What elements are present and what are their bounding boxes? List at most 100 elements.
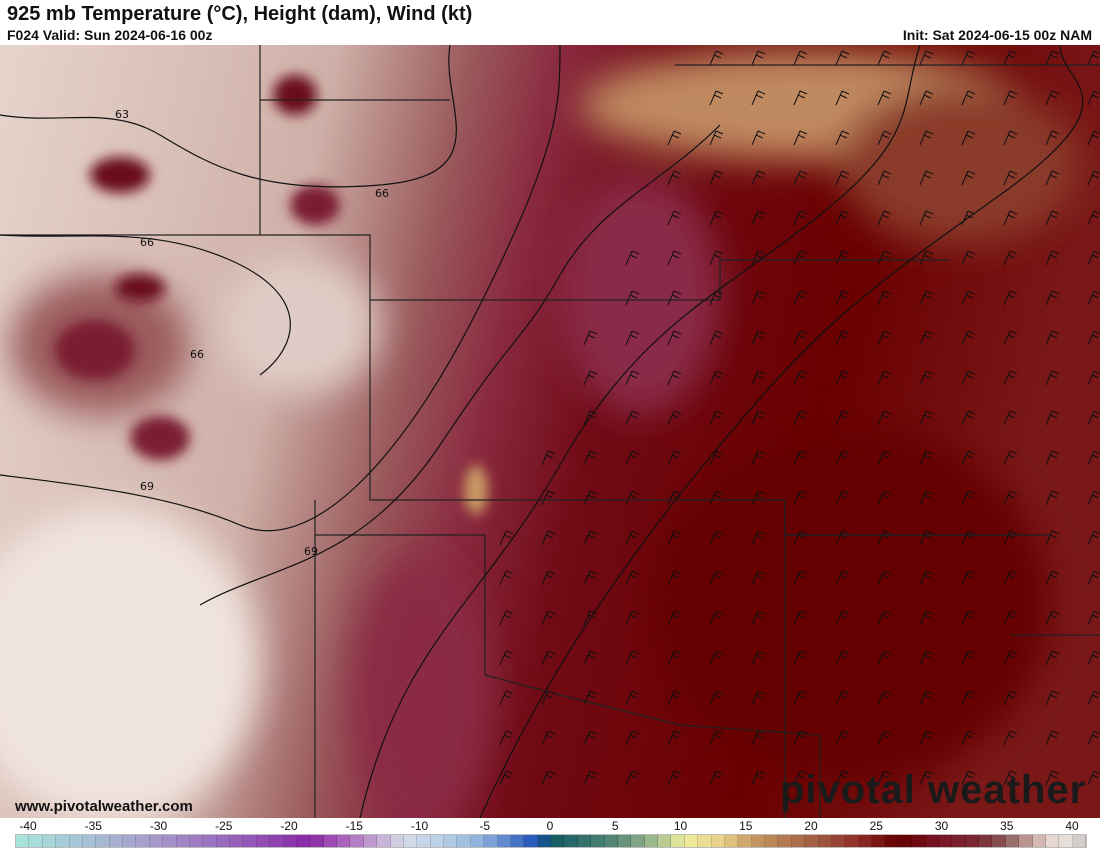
contour-label: 66: [375, 187, 389, 200]
wind-barb: [919, 370, 934, 386]
colorbar-cell: [684, 835, 699, 847]
wind-barb: [709, 130, 724, 146]
wind-barb: [877, 410, 892, 426]
wind-barb: [583, 730, 598, 746]
wind-barb: [583, 450, 598, 466]
wind-barb: [793, 770, 808, 786]
wind-barb: [793, 610, 808, 626]
colorbar-tick: -25: [215, 819, 233, 833]
wind-barb: [751, 570, 766, 586]
wind-barb: [625, 410, 640, 426]
wind-barb: [877, 370, 892, 386]
colorbar-cell: [310, 835, 324, 847]
wind-barb: [709, 730, 724, 746]
wind-barb: [961, 330, 976, 346]
wind-barb: [1045, 330, 1060, 346]
colorbar-cell: [564, 835, 578, 847]
wind-barb: [751, 650, 766, 666]
wind-barb: [1003, 570, 1018, 586]
wind-barb: [877, 170, 892, 186]
wind-barb: [877, 50, 892, 66]
colorbar-tick: -35: [84, 819, 102, 833]
wind-barb: [751, 210, 766, 226]
wind-barb: [919, 690, 934, 706]
wind-barb: [667, 330, 682, 346]
wind-barb: [667, 730, 682, 746]
wind-barb: [961, 490, 976, 506]
wind-barb: [667, 690, 682, 706]
wind-barb: [793, 130, 808, 146]
wind-barb: [709, 570, 724, 586]
wind-barb: [709, 50, 724, 66]
colorbar-cell: [243, 835, 257, 847]
wind-barb: [1003, 410, 1018, 426]
wind-barb: [793, 690, 808, 706]
colorbar-cell: [872, 835, 886, 847]
wind-barb: [919, 290, 934, 306]
wind-barb: [667, 650, 682, 666]
temperature-map: 63 66 66 66 69 69: [0, 45, 1100, 818]
wind-barb: [835, 650, 850, 666]
wind-barb: [1045, 610, 1060, 626]
colorbar-cell: [938, 835, 953, 847]
wind-barb: [1003, 330, 1018, 346]
wind-barb: [625, 570, 640, 586]
colorbar-cell: [617, 835, 632, 847]
wind-barb: [625, 650, 640, 666]
colorbar-cell: [898, 835, 913, 847]
wind-barb: [667, 170, 682, 186]
colorbar-cell: [82, 835, 97, 847]
contour-label: 66: [190, 348, 204, 361]
colorbar-cell: [29, 835, 43, 847]
wind-barb: [961, 770, 976, 786]
colorbar-cell: [363, 835, 378, 847]
wind-barb: [667, 450, 682, 466]
colorbar-cell: [96, 835, 110, 847]
wind-barb: [877, 90, 892, 106]
colorbar-cell: [658, 835, 672, 847]
colorbar-cell: [444, 835, 458, 847]
wind-barb: [919, 730, 934, 746]
website-url: www.pivotalweather.com: [15, 798, 193, 815]
colorbar-cell: [979, 835, 993, 847]
wind-barb: [709, 610, 724, 626]
wind-barb: [919, 210, 934, 226]
wind-barb: [1003, 650, 1018, 666]
colorbar-cell: [283, 835, 297, 847]
colorbar-cell: [176, 835, 190, 847]
colorbar-cell: [698, 835, 712, 847]
wind-barb: [1045, 90, 1060, 106]
wind-barb: [961, 650, 976, 666]
wind-barb: [541, 490, 556, 506]
wind-barb: [877, 210, 892, 226]
wind-barb: [1045, 210, 1060, 226]
height-contours: [0, 45, 1084, 818]
colorbar-cell: [858, 835, 872, 847]
wind-barb: [835, 370, 850, 386]
colorbar-cell: [551, 835, 565, 847]
colorbar-cell: [1005, 835, 1020, 847]
wind-barb: [919, 570, 934, 586]
wind-barb: [583, 370, 598, 386]
wind-barb: [877, 250, 892, 266]
wind-barb: [667, 210, 682, 226]
colorbar-cell: [831, 835, 846, 847]
wind-barb: [835, 410, 850, 426]
wind-barb: [793, 290, 808, 306]
wind-barb: [1045, 690, 1060, 706]
wind-barb: [751, 690, 766, 706]
wind-barb: [919, 770, 934, 786]
wind-barb: [877, 570, 892, 586]
colorbar-cell: [123, 835, 137, 847]
colorbar-cell: [163, 835, 177, 847]
colorbar-cell: [510, 835, 525, 847]
wind-barb: [667, 610, 682, 626]
wind-barb: [1045, 490, 1060, 506]
colorbar-tick: 5: [611, 819, 619, 833]
valid-time: F024 Valid: Sun 2024-06-16 00z: [7, 27, 213, 43]
wind-barb: [625, 450, 640, 466]
colorbar-cell: [992, 835, 1006, 847]
wind-barb: [919, 90, 934, 106]
wind-barb: [1045, 450, 1060, 466]
wind-barb: [1045, 50, 1060, 66]
